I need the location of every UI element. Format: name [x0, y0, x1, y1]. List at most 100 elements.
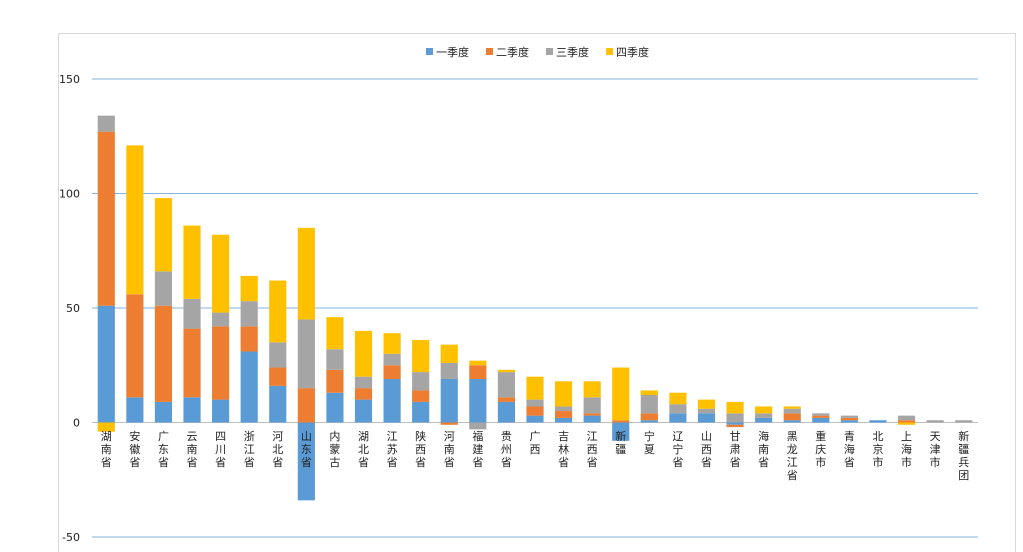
bar-四季度-上海市 [897, 422, 916, 425]
bar-三季度-山西省 [697, 408, 716, 414]
x-tick-label: 天津市 [930, 430, 941, 469]
bar-三季度-黑龙江省 [783, 408, 801, 414]
bar-二季度-云南省 [183, 328, 201, 398]
x-tick-label: 黑龙江省 [787, 430, 798, 482]
legend-label: 二季度 [496, 45, 529, 59]
bar-一季度-青海省 [840, 420, 858, 423]
bar-二季度-四川省 [212, 326, 230, 400]
bar-二季度-河南省 [440, 422, 458, 425]
y-tick-label: 100 [59, 188, 80, 201]
bar-一季度-浙江省 [240, 351, 258, 423]
y-tick-label: 0 [73, 417, 80, 430]
bar-三季度-浙江省 [240, 301, 258, 327]
x-tick-label: 山西省 [701, 430, 712, 469]
bar-一季度-江西省 [583, 415, 601, 423]
bar-二季度-内蒙古 [326, 369, 344, 393]
x-tick-label: 安徽省 [129, 429, 140, 469]
bar-三季度-青海省 [840, 415, 858, 418]
bar-三季度-湖南省 [97, 115, 115, 132]
bar-二季度-上海市 [897, 420, 916, 423]
bar-一季度-湖南省 [97, 305, 115, 423]
x-tick-label: 重庆市 [815, 429, 826, 469]
y-tick-label: -50 [62, 531, 80, 544]
x-tick-label: 青海省 [844, 430, 855, 469]
x-tick-label: 上海市 [901, 430, 912, 469]
bar-四季度-广东省 [154, 198, 173, 272]
bar-四季度-海南省 [755, 406, 773, 414]
bars [97, 115, 973, 501]
x-tick-label: 宁夏 [644, 429, 655, 456]
bar-一季度-辽宁省 [669, 413, 687, 423]
x-tick-label: 湖南省 [101, 430, 112, 469]
bar-四季度-河南省 [440, 344, 458, 363]
y-tick-label: 50 [66, 302, 80, 315]
bar-三季度-天津市 [926, 420, 944, 423]
y-tick-label: 150 [59, 73, 80, 86]
legend-label: 四季度 [616, 45, 649, 59]
x-tick-label: 湖北省 [358, 430, 369, 469]
bar-二季度-青海省 [840, 417, 858, 421]
bar-二季度-甘肃省 [726, 424, 744, 428]
bar-一季度-新疆 [612, 422, 630, 441]
axes: -50 0 50 100 150 湖南省 安徽省 广东省 云南省 四川省 浙江省 河北省 山东省 内蒙古 湖… [59, 73, 969, 544]
legend-swatch-0 [426, 48, 433, 55]
bar-三季度-江苏省 [383, 353, 401, 366]
bar-一季度-河南省 [440, 378, 458, 423]
legend: 一季度 二季度 三季度 四季度 [426, 45, 649, 59]
bar-一季度-内蒙古 [326, 392, 344, 423]
x-tick-label: 甘肃省 [730, 430, 741, 469]
bar-四季度-新疆 [612, 367, 630, 421]
bar-三季度-广西 [526, 399, 544, 407]
bar-四季度-山东省 [297, 227, 315, 320]
bar-一季度-陕西省 [412, 401, 430, 423]
bar-二季度-宁夏 [640, 413, 658, 421]
bar-三季度-内蒙古 [326, 349, 344, 370]
bar-一季度-湖北省 [354, 399, 373, 423]
bar-三季度-海南省 [755, 413, 773, 418]
bar-四季度-安徽省 [126, 145, 144, 295]
x-tick-label: 江西省 [587, 430, 598, 469]
bar-一季度-贵州省 [497, 401, 515, 423]
bar-三季度-重庆市 [812, 413, 830, 416]
bar-二季度-吉林省 [555, 411, 573, 418]
bar-一季度-山东省 [297, 422, 315, 501]
bar-四季度-湖南省 [97, 422, 115, 432]
bar-三季度-河北省 [269, 342, 287, 368]
bar-一季度-安徽省 [126, 397, 144, 423]
bar-三季度-辽宁省 [669, 404, 687, 414]
bar-一季度-甘肃省 [726, 422, 744, 425]
x-tick-label: 河北省 [272, 430, 283, 469]
bar-二季度-新疆 [612, 420, 630, 423]
legend-swatch-1 [486, 48, 493, 55]
x-tick-label: 云南省 [187, 430, 198, 469]
bar-二季度-湖北省 [354, 388, 373, 400]
bar-四季度-甘肃省 [726, 401, 744, 414]
bar-四季度-黑龙江省 [783, 406, 801, 409]
x-tick-label: 吉林省 [558, 430, 569, 469]
bar-四季度-福建省 [469, 360, 487, 366]
bar-三季度-广东省 [154, 271, 173, 306]
bar-二季度-江苏省 [383, 365, 401, 379]
bar-三季度-山东省 [297, 319, 315, 389]
bar-一季度-四川省 [212, 399, 230, 423]
bar-四季度-辽宁省 [669, 392, 687, 405]
bar-三季度-新疆兵团 [955, 420, 973, 423]
bar-二季度-山东省 [297, 388, 315, 423]
bar-四季度-广西 [526, 376, 544, 400]
bar-一季度-河北省 [269, 385, 287, 423]
bar-四季度-山西省 [697, 399, 716, 409]
bar-三季度-江西省 [583, 397, 601, 414]
bar-一季度-云南省 [183, 397, 201, 423]
legend-label: 一季度 [436, 45, 469, 59]
bar-一季度-山西省 [697, 413, 716, 423]
bar-一季度-广西 [526, 415, 544, 423]
bar-二季度-湖南省 [97, 131, 115, 306]
bar-二季度-陕西省 [412, 390, 430, 402]
bar-三季度-湖北省 [354, 376, 373, 389]
bar-二季度-江西省 [583, 413, 601, 416]
bar-四季度-内蒙古 [326, 317, 344, 350]
bar-三季度-宁夏 [640, 395, 658, 414]
bar-二季度-河北省 [269, 367, 287, 386]
bar-二季度-广西 [526, 406, 544, 416]
